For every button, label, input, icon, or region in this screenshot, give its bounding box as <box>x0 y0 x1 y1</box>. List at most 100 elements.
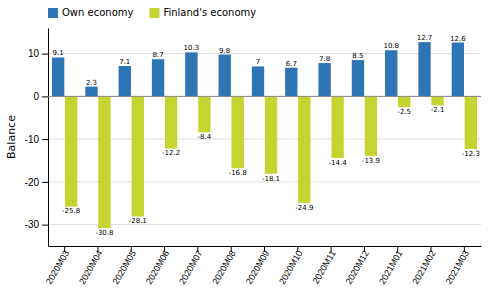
x-tick-label: 2021M01 <box>377 249 404 287</box>
x-tick: 2020M04 <box>77 246 104 286</box>
data-label: 8.7 <box>153 51 164 59</box>
x-tick: 2020M09 <box>244 246 271 286</box>
y-tick-label: -20 <box>25 177 40 188</box>
data-label: -30.8 <box>95 229 113 237</box>
bar <box>418 42 430 96</box>
y-tick: 10 <box>28 48 48 59</box>
bar <box>165 96 177 148</box>
y-tick: -10 <box>25 134 48 145</box>
data-label: -16.8 <box>229 169 247 177</box>
bar <box>265 96 277 173</box>
x-tick-label: 2020M08 <box>210 249 237 287</box>
y-tick: 0 <box>33 91 48 102</box>
x-tick: 2021M01 <box>377 246 404 286</box>
bar <box>85 87 97 97</box>
grid-line <box>48 96 481 97</box>
x-tick-label: 2020M12 <box>344 249 371 287</box>
grid-line <box>48 139 481 140</box>
bar <box>352 60 364 96</box>
legend-item: Finland's economy <box>149 7 256 18</box>
x-tick-label: 2020M04 <box>77 249 104 287</box>
x-tick: 2020M11 <box>311 246 338 286</box>
data-label: 9.8 <box>219 47 230 55</box>
bar <box>465 96 477 149</box>
y-tick-label: 0 <box>33 91 39 102</box>
bar <box>198 96 210 132</box>
x-tick: 2021M03 <box>444 246 471 286</box>
x-tick: 2021M02 <box>410 246 437 286</box>
data-label: 7 <box>256 58 260 66</box>
x-tick-label: 2020M09 <box>244 249 271 287</box>
x-tick: 2020M12 <box>344 246 371 286</box>
x-tick: 2020M08 <box>210 246 237 286</box>
data-label: 7.1 <box>119 58 130 66</box>
legend: Own economy Finland's economy <box>48 7 256 18</box>
y-tick-mark <box>42 225 48 226</box>
bar <box>52 57 64 96</box>
x-tick: 2020M10 <box>277 246 304 286</box>
y-tick: -30 <box>25 219 48 230</box>
data-label: -8.4 <box>198 133 212 141</box>
bar <box>385 50 397 96</box>
data-label: 10.8 <box>383 42 399 50</box>
bar <box>185 52 197 96</box>
bar <box>232 96 244 168</box>
x-tick-label: 2021M03 <box>444 249 471 287</box>
grid-line <box>48 224 481 225</box>
data-label: -2.5 <box>397 108 411 116</box>
bars <box>52 42 477 228</box>
x-tick-label: 2020M11 <box>311 249 338 286</box>
bar <box>119 66 131 96</box>
data-label: 12.6 <box>450 35 466 43</box>
y-axis-line <box>48 29 49 247</box>
bar <box>331 96 343 158</box>
x-tick-label: 2020M06 <box>144 249 171 287</box>
data-label: -24.9 <box>295 204 313 212</box>
grid-line <box>48 53 481 54</box>
bar <box>252 66 264 96</box>
x-tick: 2020M07 <box>177 246 204 286</box>
data-label: 10.3 <box>184 44 200 52</box>
x-tick-label: 2020M05 <box>110 249 137 287</box>
data-label: 9.1 <box>53 49 64 57</box>
data-label: -12.2 <box>162 149 180 157</box>
legend-label: Own economy <box>62 7 134 18</box>
bar <box>452 43 464 97</box>
bar <box>398 96 410 107</box>
data-label: -18.1 <box>262 175 280 183</box>
y-tick-label: -30 <box>25 219 40 230</box>
y-axis: -30 -20 -10 0 10 <box>25 29 49 247</box>
legend-swatch <box>48 8 58 18</box>
data-label: -12.3 <box>462 150 480 158</box>
y-tick-label: -10 <box>25 134 40 145</box>
bar <box>298 96 310 202</box>
y-tick-mark <box>42 182 48 183</box>
bar <box>285 68 297 97</box>
bar <box>98 96 110 228</box>
zero-line <box>48 96 481 97</box>
data-label: -28.1 <box>129 217 147 225</box>
y-tick-mark <box>42 139 48 140</box>
y-tick-label: 10 <box>28 48 40 59</box>
data-label: 12.7 <box>417 34 433 42</box>
y-axis-title: Balance <box>5 115 18 159</box>
legend-label: Finland's economy <box>163 7 256 18</box>
x-tick-label: 2020M10 <box>277 249 304 287</box>
x-tick-label: 2021M02 <box>410 249 437 287</box>
x-tick: 2020M03 <box>44 246 71 286</box>
y-tick-mark <box>42 96 48 97</box>
y-tick: -20 <box>25 177 48 188</box>
data-label: -14.4 <box>329 159 348 167</box>
data-label: 2.3 <box>86 79 97 87</box>
data-label: 8.5 <box>352 52 363 60</box>
y-tick-mark <box>42 54 48 55</box>
legend-swatch <box>149 8 159 18</box>
bar <box>132 96 144 216</box>
bar <box>152 59 164 96</box>
data-label: 7.8 <box>319 55 330 63</box>
data-label: -2.1 <box>431 106 445 114</box>
data-label: -25.8 <box>62 207 80 215</box>
bar <box>318 63 330 96</box>
chart: -30 -20 -10 0 10 2020M032020M042020M05 2020M06… <box>0 0 491 302</box>
x-tick: 2020M05 <box>110 246 137 286</box>
